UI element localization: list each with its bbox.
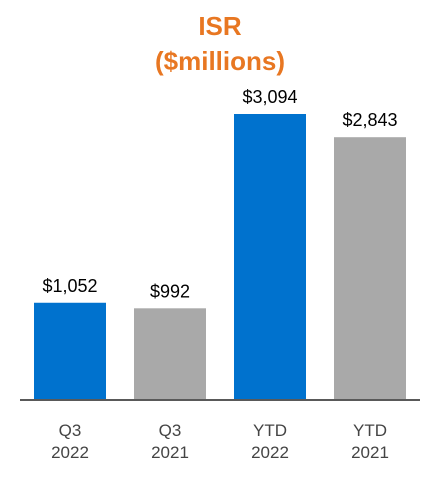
x-tick-label-3-line-1: 2021 bbox=[351, 443, 389, 462]
data-label-0: $1,052 bbox=[42, 276, 97, 296]
data-labels-group: $1,052 $992 $3,094 $2,843 bbox=[42, 87, 397, 301]
x-tick-label-2-line-1: 2022 bbox=[251, 443, 289, 462]
bar-0 bbox=[34, 302, 106, 400]
x-tick-labels-group: Q3 2022 Q3 2021 YTD 2022 YTD 2021 bbox=[51, 421, 389, 462]
x-tick-label-1-line-1: 2021 bbox=[151, 443, 189, 462]
chart-subtitle: ($millions) bbox=[155, 46, 285, 76]
bar-2 bbox=[234, 114, 306, 400]
x-tick-label-3-line-0: YTD bbox=[353, 421, 387, 440]
data-label-3: $2,843 bbox=[342, 110, 397, 130]
x-tick-label-0-line-0: Q3 bbox=[59, 421, 82, 440]
x-tick-label-0-line-1: 2022 bbox=[51, 443, 89, 462]
x-tick-label-1-line-0: Q3 bbox=[159, 421, 182, 440]
data-label-2: $3,094 bbox=[242, 87, 297, 107]
bar-3 bbox=[334, 137, 406, 401]
data-label-1: $992 bbox=[150, 281, 190, 301]
x-tick-label-2-line-0: YTD bbox=[253, 421, 287, 440]
chart-title: ISR bbox=[198, 11, 242, 41]
bars-group bbox=[34, 114, 406, 401]
bar-1 bbox=[134, 308, 206, 400]
